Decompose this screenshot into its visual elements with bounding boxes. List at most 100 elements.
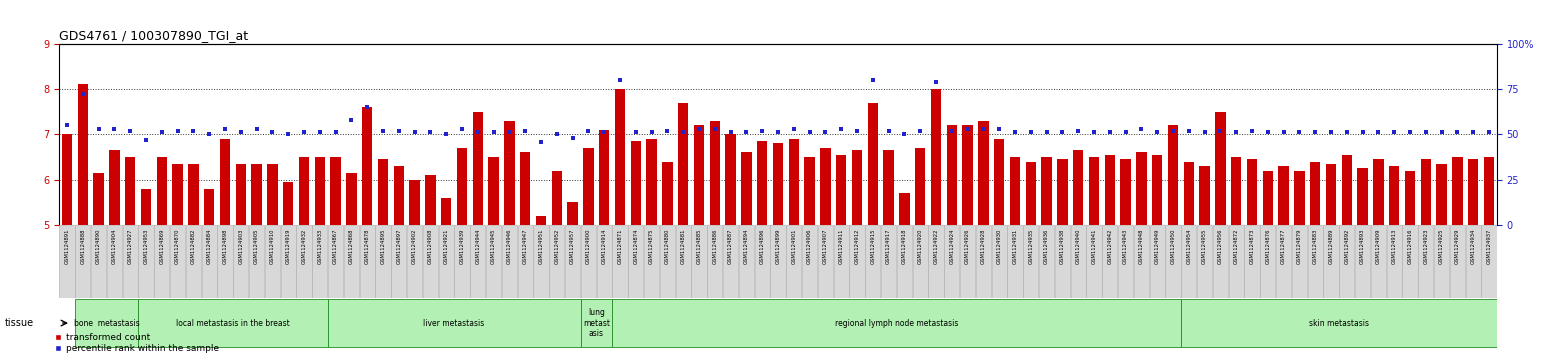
FancyBboxPatch shape bbox=[344, 225, 359, 298]
Text: GSM1124893: GSM1124893 bbox=[1360, 229, 1365, 264]
FancyBboxPatch shape bbox=[755, 225, 770, 298]
FancyBboxPatch shape bbox=[929, 225, 943, 298]
Text: GSM1124905: GSM1124905 bbox=[254, 229, 260, 264]
Point bbox=[686, 126, 711, 132]
Point bbox=[845, 128, 870, 134]
Text: GSM1124901: GSM1124901 bbox=[792, 229, 797, 264]
Bar bbox=[694, 125, 705, 225]
Text: GSM1124920: GSM1124920 bbox=[918, 229, 923, 264]
Point bbox=[386, 128, 411, 134]
Text: GSM1124899: GSM1124899 bbox=[775, 229, 781, 264]
Bar bbox=[1279, 166, 1288, 225]
Text: GSM1124896: GSM1124896 bbox=[759, 229, 764, 264]
FancyBboxPatch shape bbox=[944, 225, 960, 298]
FancyBboxPatch shape bbox=[328, 299, 580, 347]
Bar bbox=[615, 89, 626, 225]
Text: GSM1124927: GSM1124927 bbox=[128, 229, 132, 264]
Text: GSM1124902: GSM1124902 bbox=[412, 229, 417, 264]
FancyBboxPatch shape bbox=[739, 225, 755, 298]
FancyBboxPatch shape bbox=[596, 225, 612, 298]
Point bbox=[1351, 130, 1376, 135]
Text: GSM1124910: GSM1124910 bbox=[269, 229, 275, 264]
Bar bbox=[1357, 168, 1368, 225]
Text: GSM1124900: GSM1124900 bbox=[587, 229, 591, 264]
Bar bbox=[235, 164, 246, 225]
Text: GSM1124888: GSM1124888 bbox=[81, 229, 86, 264]
Bar bbox=[868, 102, 878, 225]
FancyBboxPatch shape bbox=[896, 225, 912, 298]
Point bbox=[640, 130, 664, 135]
FancyBboxPatch shape bbox=[960, 225, 976, 298]
Point bbox=[812, 130, 837, 135]
FancyBboxPatch shape bbox=[629, 225, 643, 298]
Bar bbox=[1262, 171, 1273, 225]
FancyBboxPatch shape bbox=[107, 225, 121, 298]
FancyBboxPatch shape bbox=[1418, 225, 1433, 298]
FancyBboxPatch shape bbox=[1024, 225, 1038, 298]
Text: GSM1124904: GSM1124904 bbox=[112, 229, 117, 264]
Bar bbox=[979, 121, 988, 225]
Bar bbox=[1057, 159, 1067, 225]
Bar bbox=[489, 157, 499, 225]
FancyBboxPatch shape bbox=[1340, 225, 1354, 298]
Point bbox=[401, 130, 426, 135]
FancyBboxPatch shape bbox=[1260, 225, 1276, 298]
FancyBboxPatch shape bbox=[1402, 225, 1418, 298]
Point bbox=[1366, 130, 1391, 135]
Bar bbox=[1200, 166, 1209, 225]
FancyBboxPatch shape bbox=[391, 225, 406, 298]
Bar bbox=[219, 139, 230, 225]
Text: GSM1124909: GSM1124909 bbox=[1376, 229, 1380, 264]
Bar bbox=[1405, 171, 1414, 225]
FancyBboxPatch shape bbox=[280, 225, 296, 298]
FancyBboxPatch shape bbox=[1229, 225, 1243, 298]
FancyBboxPatch shape bbox=[59, 225, 75, 298]
FancyBboxPatch shape bbox=[1245, 225, 1259, 298]
Text: GSM1124890: GSM1124890 bbox=[96, 229, 101, 264]
Text: GSM1124933: GSM1124933 bbox=[317, 229, 322, 264]
Bar bbox=[1041, 157, 1052, 225]
Text: GSM1124913: GSM1124913 bbox=[1391, 229, 1397, 264]
Text: tissue: tissue bbox=[5, 318, 34, 328]
Point bbox=[829, 126, 854, 132]
Point bbox=[513, 128, 538, 134]
FancyBboxPatch shape bbox=[470, 225, 485, 298]
Bar bbox=[314, 157, 325, 225]
Bar bbox=[1295, 171, 1304, 225]
Point bbox=[576, 128, 601, 134]
Bar bbox=[646, 139, 657, 225]
Text: GSM1124934: GSM1124934 bbox=[1470, 229, 1475, 264]
Bar bbox=[173, 164, 182, 225]
FancyBboxPatch shape bbox=[454, 225, 470, 298]
FancyBboxPatch shape bbox=[1134, 225, 1148, 298]
Bar bbox=[440, 198, 451, 225]
FancyBboxPatch shape bbox=[185, 225, 201, 298]
Bar bbox=[630, 141, 641, 225]
FancyBboxPatch shape bbox=[75, 225, 90, 298]
Point bbox=[70, 91, 95, 97]
Text: GSM1124918: GSM1124918 bbox=[902, 229, 907, 264]
Text: GSM1124942: GSM1124942 bbox=[1108, 229, 1113, 264]
FancyBboxPatch shape bbox=[976, 225, 991, 298]
Text: local metastasis in the breast: local metastasis in the breast bbox=[176, 319, 289, 327]
FancyBboxPatch shape bbox=[644, 225, 660, 298]
Point bbox=[1050, 130, 1075, 135]
Point bbox=[1097, 130, 1122, 135]
Point bbox=[719, 130, 744, 135]
Point bbox=[324, 130, 349, 135]
Point bbox=[671, 130, 696, 135]
FancyBboxPatch shape bbox=[1324, 225, 1338, 298]
Point bbox=[1382, 130, 1407, 135]
FancyBboxPatch shape bbox=[818, 225, 832, 298]
Text: GSM1124922: GSM1124922 bbox=[934, 229, 938, 264]
Point bbox=[275, 131, 300, 137]
Bar bbox=[773, 143, 783, 225]
Point bbox=[907, 128, 932, 134]
Text: GSM1124907: GSM1124907 bbox=[823, 229, 828, 264]
Point bbox=[1397, 130, 1422, 135]
Point bbox=[797, 130, 822, 135]
Text: lung
metast
asis: lung metast asis bbox=[584, 308, 610, 338]
FancyBboxPatch shape bbox=[423, 225, 437, 298]
FancyBboxPatch shape bbox=[265, 225, 280, 298]
Text: GSM1124903: GSM1124903 bbox=[238, 229, 243, 264]
